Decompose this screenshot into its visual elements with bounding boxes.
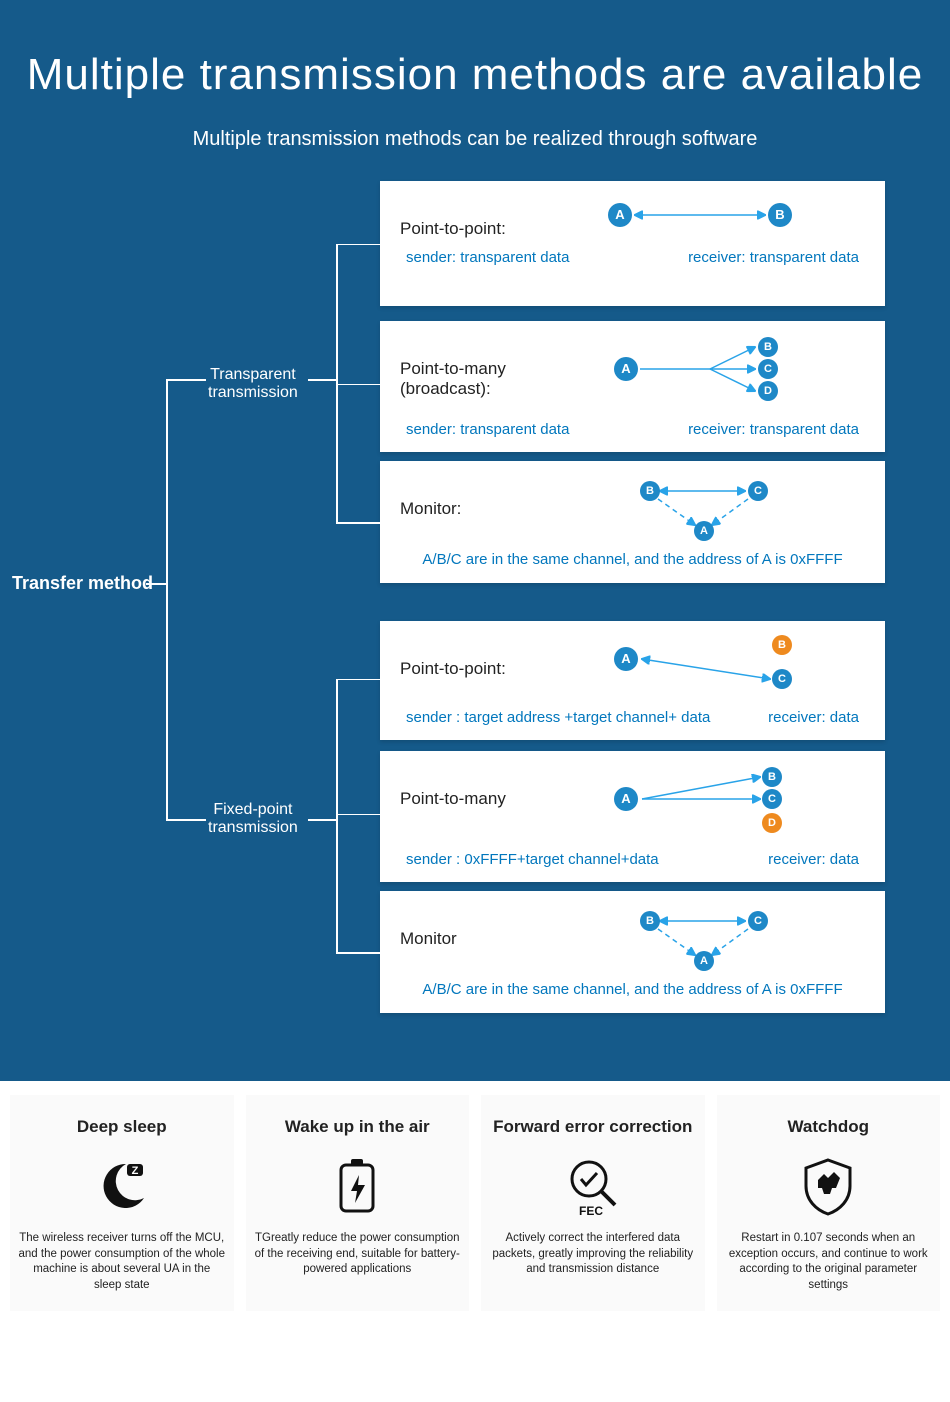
card-desc: sender : 0xFFFF+target channel+data rece… — [400, 851, 865, 868]
card-desc-left: sender: transparent data — [406, 249, 569, 266]
diagram-card: Monitor B C A A/B/C are in the same chan… — [380, 891, 885, 1013]
card-desc: A/B/C are in the same channel, and the a… — [400, 981, 865, 998]
card-desc-left: sender : 0xFFFF+target channel+data — [406, 851, 659, 868]
feature-title: Forward error correction — [489, 1117, 697, 1137]
battery-icon — [254, 1155, 462, 1217]
feature-desc: Actively correct the interfered data pac… — [489, 1231, 697, 1278]
card-title: Point-to-point: — [400, 199, 600, 239]
feature-card: Forward error correction FEC Actively co… — [481, 1095, 705, 1311]
card-desc-right: receiver: data — [768, 851, 859, 868]
card-graphic: B C A — [600, 479, 865, 541]
card-desc-right: receiver: transparent data — [688, 249, 859, 266]
diagram-card: Point-to-many (broadcast): A B C D sende… — [380, 321, 885, 452]
transmission-tree-diagram: Transfer method Point-to-point: A B send… — [10, 181, 940, 1051]
hero-section: Multiple transmission methods are availa… — [0, 0, 950, 1081]
watchdog-icon — [725, 1155, 933, 1217]
card-title: Monitor — [400, 909, 600, 949]
card-desc-right: receiver: data — [768, 709, 859, 726]
feature-card: Deep sleep Z The wireless receiver turns… — [10, 1095, 234, 1311]
tree-branch-label: Transparent transmission — [208, 366, 298, 403]
card-desc: sender : target address +target channel+… — [400, 709, 865, 726]
page-title: Multiple transmission methods are availa… — [10, 50, 940, 100]
card-graphic: A B — [600, 199, 865, 235]
feature-title: Watchdog — [725, 1117, 933, 1137]
tree-root-label: Transfer method — [12, 573, 153, 594]
feature-title: Deep sleep — [18, 1117, 226, 1137]
card-graphic: B C A — [600, 909, 865, 971]
feature-card: Watchdog Restart in 0.107 seconds when a… — [717, 1095, 941, 1311]
card-desc-left: sender: transparent data — [406, 421, 569, 438]
features-row: Deep sleep Z The wireless receiver turns… — [0, 1081, 950, 1325]
card-desc: sender: transparent data receiver: trans… — [400, 249, 865, 266]
card-title: Point-to-many (broadcast): — [400, 339, 600, 399]
svg-text:Z: Z — [131, 1165, 138, 1177]
feature-card: Wake up in the air TGreatly reduce the p… — [246, 1095, 470, 1311]
card-title: Monitor: — [400, 479, 600, 519]
card-title: Point-to-many — [400, 769, 600, 809]
diagram-card: Point-to-point: A B sender: transparent … — [380, 181, 885, 306]
feature-desc: The wireless receiver turns off the MCU,… — [18, 1231, 226, 1293]
card-desc: A/B/C are in the same channel, and the a… — [400, 551, 865, 568]
card-graphic: A B C D — [600, 339, 865, 411]
feature-desc: TGreatly reduce the power consumption of… — [254, 1231, 462, 1278]
moon-icon: Z — [18, 1155, 226, 1217]
card-desc-right: receiver: transparent data — [688, 421, 859, 438]
card-desc-left: sender : target address +target channel+… — [406, 709, 710, 726]
diagram-card: Monitor: B C A A/B/C are in the same cha… — [380, 461, 885, 583]
page-subtitle: Multiple transmission methods can be rea… — [10, 128, 940, 151]
tree-branch-label: Fixed-point transmission — [208, 801, 298, 838]
card-graphic: A B C — [600, 639, 865, 699]
fec-icon: FEC — [489, 1155, 697, 1217]
feature-title: Wake up in the air — [254, 1117, 462, 1137]
card-title: Point-to-point: — [400, 639, 600, 679]
card-graphic: A B C D — [600, 769, 865, 841]
card-desc: sender: transparent data receiver: trans… — [400, 421, 865, 438]
svg-text:FEC: FEC — [579, 1204, 603, 1217]
diagram-card: Point-to-many A B C D sender : 0xFFFF+ta… — [380, 751, 885, 882]
feature-desc: Restart in 0.107 seconds when an excepti… — [725, 1231, 933, 1293]
diagram-card: Point-to-point: A B C sender : target ad… — [380, 621, 885, 740]
